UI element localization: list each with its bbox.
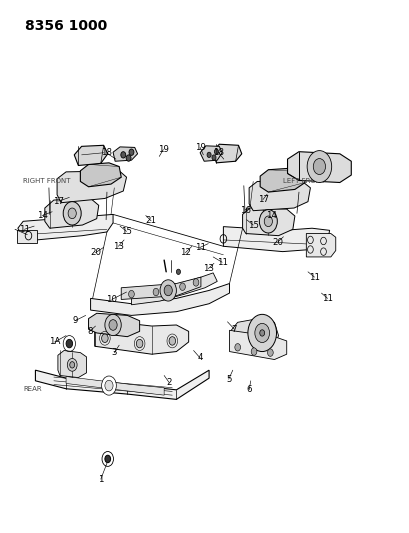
Text: 20: 20 [272, 238, 283, 247]
Circle shape [109, 320, 117, 330]
Polygon shape [66, 376, 164, 395]
Circle shape [207, 152, 211, 158]
Circle shape [211, 155, 216, 160]
Text: 21: 21 [145, 216, 156, 225]
Polygon shape [229, 330, 286, 360]
Circle shape [312, 159, 325, 174]
Polygon shape [223, 227, 329, 252]
Polygon shape [57, 171, 126, 203]
Text: 11: 11 [19, 225, 30, 234]
Circle shape [105, 314, 121, 336]
Circle shape [129, 149, 134, 156]
Text: 12: 12 [180, 248, 191, 257]
Text: 11: 11 [321, 294, 332, 303]
Circle shape [193, 279, 198, 286]
Text: 20: 20 [90, 248, 101, 257]
Text: 17: 17 [53, 197, 64, 206]
Text: 8: 8 [87, 327, 92, 336]
Circle shape [101, 376, 116, 395]
Polygon shape [200, 146, 222, 161]
Circle shape [160, 280, 176, 301]
Text: 1: 1 [98, 475, 103, 483]
Text: 19: 19 [157, 145, 169, 154]
Polygon shape [80, 163, 121, 187]
Circle shape [259, 330, 264, 336]
Circle shape [164, 285, 172, 296]
Polygon shape [58, 351, 86, 377]
Circle shape [267, 349, 272, 357]
Polygon shape [35, 370, 209, 399]
Circle shape [63, 201, 81, 225]
Polygon shape [45, 198, 99, 228]
Circle shape [70, 362, 74, 368]
Polygon shape [88, 313, 139, 337]
Circle shape [68, 208, 76, 219]
Circle shape [121, 152, 126, 158]
Circle shape [176, 269, 180, 274]
Circle shape [126, 155, 131, 161]
Text: REAR: REAR [23, 386, 42, 392]
Polygon shape [260, 168, 304, 192]
Circle shape [66, 340, 72, 348]
Text: LEFT FRONT: LEFT FRONT [282, 179, 324, 184]
Text: 16: 16 [239, 206, 250, 215]
Circle shape [101, 334, 108, 343]
Circle shape [264, 216, 272, 227]
Text: 2: 2 [166, 378, 171, 387]
Text: 3: 3 [111, 348, 117, 357]
Text: RIGHT FRONT: RIGHT FRONT [23, 179, 70, 184]
Text: 19: 19 [194, 143, 205, 152]
Circle shape [153, 288, 158, 296]
Text: 11: 11 [194, 243, 205, 252]
Circle shape [105, 455, 110, 463]
Text: 4: 4 [197, 353, 202, 362]
Polygon shape [18, 214, 113, 241]
Text: 5: 5 [225, 375, 231, 384]
Circle shape [214, 149, 218, 155]
Text: 8356 1000: 8356 1000 [25, 19, 107, 33]
Circle shape [128, 290, 134, 298]
Text: 10: 10 [106, 295, 117, 304]
Text: 1A: 1A [49, 337, 60, 346]
Text: 14: 14 [265, 211, 276, 220]
Polygon shape [17, 230, 37, 243]
Text: 14: 14 [37, 211, 48, 220]
Circle shape [259, 209, 276, 233]
Text: 15: 15 [247, 221, 258, 230]
Circle shape [136, 340, 143, 348]
Text: 7: 7 [231, 325, 236, 334]
Circle shape [179, 283, 185, 290]
Text: 13: 13 [112, 242, 124, 251]
Polygon shape [287, 152, 351, 182]
Circle shape [254, 324, 269, 343]
Polygon shape [90, 284, 229, 316]
Polygon shape [212, 144, 241, 163]
Polygon shape [230, 319, 278, 349]
Circle shape [169, 337, 175, 345]
Text: 18: 18 [212, 148, 223, 157]
Circle shape [251, 348, 256, 356]
Circle shape [306, 151, 331, 182]
Text: 17: 17 [257, 195, 268, 204]
Circle shape [67, 359, 77, 371]
Text: 11: 11 [216, 258, 227, 266]
Text: 6: 6 [246, 385, 251, 394]
Circle shape [105, 380, 113, 391]
Polygon shape [113, 147, 137, 161]
Text: 11: 11 [308, 273, 319, 281]
Polygon shape [74, 146, 108, 165]
Polygon shape [121, 277, 200, 300]
Polygon shape [94, 320, 188, 354]
Polygon shape [131, 273, 217, 305]
Polygon shape [306, 233, 335, 257]
Polygon shape [242, 208, 294, 236]
Polygon shape [249, 181, 310, 211]
Text: 18: 18 [100, 148, 111, 157]
Text: 13: 13 [202, 264, 213, 273]
Circle shape [234, 344, 240, 351]
Text: 15: 15 [121, 227, 132, 236]
Circle shape [247, 314, 276, 352]
Text: 9: 9 [72, 316, 78, 325]
